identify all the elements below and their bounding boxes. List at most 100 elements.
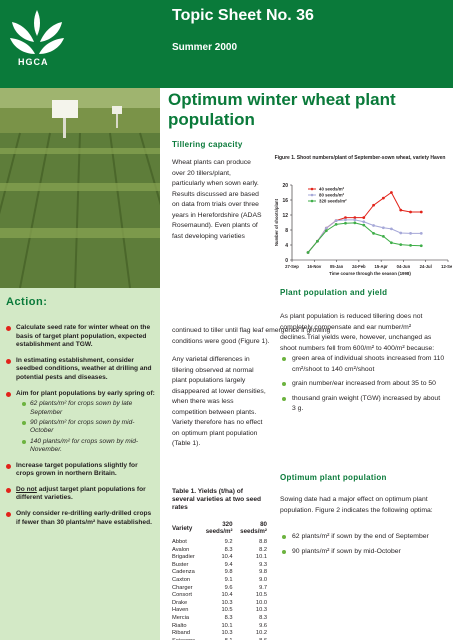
y-tick-label: 0 <box>285 258 288 264</box>
yield-cell: 10.5 <box>221 607 233 614</box>
yield-cell: 8.3 <box>224 614 233 621</box>
logo-text: HGCA <box>18 57 49 67</box>
yield-cell: 9.4 <box>224 561 233 568</box>
table-row: Riband 10.3 10.2 <box>172 630 267 638</box>
figure-caption: Figure 1. Shoot numbers/plant of Septemb… <box>274 155 446 161</box>
legend-marker <box>310 187 314 191</box>
action-item: Increase target populations slightly for… <box>6 462 156 479</box>
variety-cell: Riband <box>172 630 191 637</box>
variety-cell: Consort <box>172 592 192 599</box>
population-bullet: green area of individual shoots increase… <box>280 354 445 375</box>
column-header: Variety <box>172 524 193 532</box>
x-tick-label: 12-Sep <box>441 264 452 269</box>
table-row: Charger 9.6 9.7 <box>172 585 267 593</box>
yield-cell: 10.1 <box>221 622 233 629</box>
yield-table: Variety 320 seeds/m² 80 seeds/m² Abbot 9.… <box>172 521 267 640</box>
table-row: Drake 10.3 10.0 <box>172 600 267 608</box>
table-row: Abbot 9.2 8.8 <box>172 539 267 547</box>
series-line <box>307 222 422 253</box>
data-point <box>334 222 338 226</box>
yield-cell: 10.0 <box>255 599 267 606</box>
data-point <box>316 239 319 243</box>
x-tick-label: 27-Sep <box>285 264 299 269</box>
variety-cell: Haven <box>172 607 189 614</box>
table-row: Caxton 9.1 9.0 <box>172 577 267 585</box>
population-target-item: 90 plants/m² for crops sown by mid-Octob… <box>16 419 156 436</box>
data-point <box>334 219 338 223</box>
data-point <box>362 223 366 227</box>
variety-cell: Cadenza <box>172 569 195 576</box>
population-bullets: green area of individual shoots increase… <box>280 354 445 419</box>
variety-cell: Charger <box>172 584 193 591</box>
yield-cell: 8.8 <box>259 539 267 545</box>
action-sidebar: Action: Calculate seed rate for winter w… <box>0 288 160 640</box>
tillering-intro-bottom: continued to tiller until flag leaf emer… <box>172 327 331 345</box>
variety-cell: Abbot <box>172 539 187 545</box>
action-item: Calculate seed rate for winter wheat on … <box>6 324 156 350</box>
yield-cell: 9.1 <box>224 576 233 583</box>
data-point <box>381 226 385 230</box>
table-header-row: Variety 320 seeds/m² 80 seeds/m² <box>172 521 267 539</box>
table-row: Brigadier 10.4 10.1 <box>172 554 267 562</box>
page-title: Optimum winter wheat plant population <box>168 90 396 129</box>
data-point <box>353 216 357 220</box>
data-point <box>409 231 412 235</box>
population-intro: As plant population is reduced tillering… <box>280 313 435 352</box>
variety-cell: Rialto <box>172 622 187 629</box>
yield-cell: 9.6 <box>259 622 267 629</box>
x-tick-label: 05-Jan <box>330 264 344 269</box>
action-item: In estimating establishment, consider se… <box>6 357 156 383</box>
population-heading: Plant population and yield <box>280 288 388 297</box>
data-point <box>372 224 375 227</box>
yield-cell: 10.5 <box>255 592 267 599</box>
yield-table-block: Table 1. Yields (t/ha) of several variet… <box>172 488 267 640</box>
y-tick-label: 12 <box>282 213 288 219</box>
data-point <box>389 241 393 245</box>
legend-label: 40 seeds/m² <box>319 187 345 192</box>
table-row: Buster 9.4 9.3 <box>172 562 267 570</box>
table-row: Mercia 8.3 8.3 <box>172 615 267 623</box>
x-tick-label: 15-Apr <box>375 264 389 269</box>
x-tick-label: 16-Nov <box>307 264 322 269</box>
x-tick-label: 04-Jun <box>397 264 411 269</box>
optimum-heading: Optimum plant population <box>280 473 387 482</box>
data-point <box>362 220 366 224</box>
y-tick-label: 4 <box>285 243 288 249</box>
data-point <box>306 251 310 254</box>
legend-label: 320 seeds/m² <box>319 199 347 204</box>
data-point <box>372 231 375 235</box>
optimum-bullets: 62 plants/m² if sown by the end of Septe… <box>280 532 445 561</box>
yield-cell: 9.7 <box>259 584 267 591</box>
yield-cell: 8.3 <box>259 614 267 621</box>
legend-marker <box>310 199 314 203</box>
data-point <box>419 231 423 235</box>
yield-cell: 8.2 <box>259 546 267 553</box>
data-point <box>353 221 357 225</box>
table-row: Cadenza 9.8 9.8 <box>172 569 267 577</box>
data-point <box>381 196 385 200</box>
yield-cell: 10.3 <box>255 607 267 614</box>
x-tick-label: 24-Jul <box>420 264 432 269</box>
data-point <box>324 229 328 233</box>
action-heading: Action: <box>6 296 48 308</box>
population-target-item: 62 plants/m² for crops sown by late Sept… <box>16 400 156 417</box>
optimum-bullet: 90 plants/m² if sown by mid-October <box>280 547 445 558</box>
yield-cell: 10.3 <box>221 630 233 637</box>
table-row: Avalon 8.3 8.2 <box>172 547 267 555</box>
x-axis-label: Time course through the season (1998) <box>329 271 411 276</box>
population-targets-list: 62 plants/m² for crops sown by late Sept… <box>16 400 156 454</box>
data-point <box>362 216 366 220</box>
legend-label: 80 seeds/m² <box>319 193 345 198</box>
data-point <box>419 210 423 214</box>
yield-cell: 9.0 <box>259 576 267 583</box>
yield-cell: 9.6 <box>224 584 233 591</box>
variety-cell: Buster <box>172 561 189 568</box>
table-row: Consort 10.4 10.5 <box>172 592 267 600</box>
data-point <box>409 210 412 214</box>
data-point <box>353 218 357 222</box>
do-not-emphasis: Do not <box>16 485 37 493</box>
variety-cell: Soissons <box>172 638 195 640</box>
data-point <box>399 208 403 212</box>
topic-sheet-title: Topic Sheet No. 36 <box>172 7 314 24</box>
legend-marker <box>310 193 314 197</box>
